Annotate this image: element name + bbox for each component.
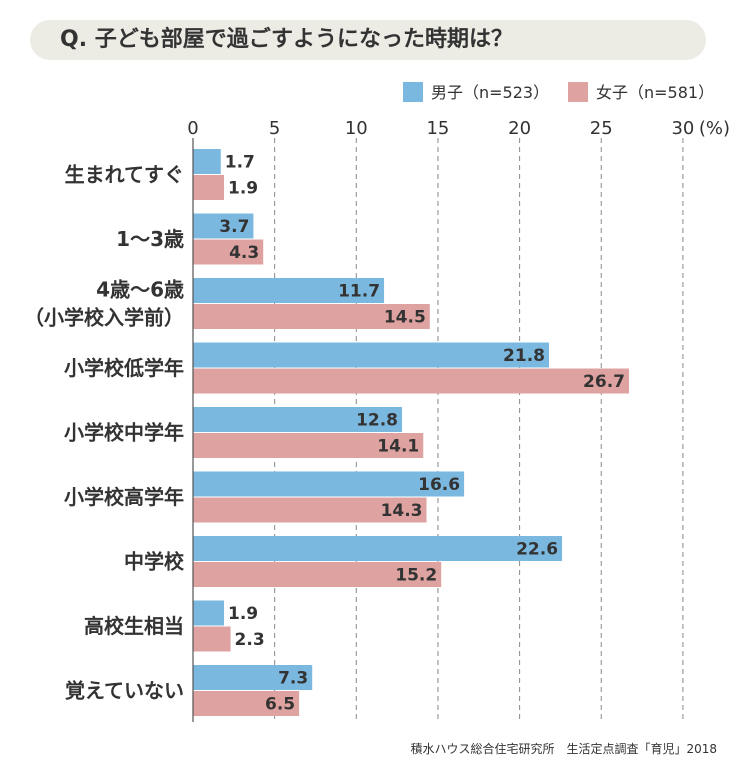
value-label-s1-c2: 14.5 [384,308,426,328]
value-label-s1-c0: 1.9 [228,179,258,199]
bar-s1-c5 [193,497,427,523]
x-tick-label-4: 20 [508,118,531,139]
chart-title: Q. 子ども部屋で過ごすようになった時期は？ [60,27,513,52]
category-label-7: 高校生相当 [84,614,184,638]
legend-label-1: 女子（n=581） [596,83,714,102]
x-tick-label-3: 15 [426,118,449,139]
value-label-s0-c3: 21.8 [503,346,545,366]
bar-s1-c1 [193,239,264,265]
category-label-5: 小学校高学年 [64,485,184,509]
value-label-s0-c8: 7.3 [278,669,308,689]
bar-s1-c6 [193,562,442,587]
bar-s0-c5 [193,471,465,497]
category-label-6: 中学校 [124,550,185,574]
x-tick-label-0: 0 [187,118,198,139]
x-tick-label-2: 10 [345,118,368,139]
bar-s0-c7 [193,600,225,626]
x-tick-label-5: 25 [590,118,613,139]
category-label-8: 覚えていない [65,679,184,703]
title-banner: Q. 子ども部屋で過ごすようになった時期は？ [30,20,706,60]
bar-s1-c0 [193,175,225,200]
bar-s1-c3 [193,368,630,394]
category-label-1: 1〜3歳 [116,227,184,251]
value-label-s0-c4: 12.8 [356,411,398,431]
bar-s0-c4 [193,407,403,432]
category-label-0: 生まれてすぐ [65,163,184,187]
value-label-s0-c7: 1.9 [228,604,258,624]
value-label-s0-c1: 3.7 [219,217,249,237]
bar-s0-c8 [193,665,313,690]
value-label-s1-c6: 15.2 [395,566,437,586]
value-label-s1-c7: 2.3 [235,630,265,650]
bar-s0-c6 [193,536,563,561]
x-tick-label-1: 5 [269,118,280,139]
legend-swatch-1 [568,82,588,102]
legend-swatch-0 [403,82,423,102]
bar-s1-c4 [193,433,424,458]
bar-s1-c7 [193,626,231,652]
value-label-s0-c2: 11.7 [338,282,380,302]
bar-s0-c2 [193,278,385,303]
category-label-4: 小学校中学年 [64,421,184,445]
x-tick-label-6: 30 [671,118,694,139]
legend-label-0: 男子（n=523） [431,83,549,102]
value-label-s1-c1: 4.3 [229,243,259,263]
category-label-2-0: 4歳〜6歳 [96,278,184,302]
value-label-s0-c6: 22.6 [516,540,558,560]
category-label-3: 小学校低学年 [64,356,184,380]
value-label-s1-c8: 6.5 [265,695,295,715]
bar-s1-c2 [193,304,430,329]
bar-s0-c3 [193,342,549,368]
value-label-s1-c3: 26.7 [583,372,625,392]
value-label-s0-c5: 16.6 [418,475,460,495]
value-label-s1-c5: 14.3 [381,501,423,521]
bar-s0-c1 [193,213,254,239]
value-label-s0-c0: 1.7 [225,153,255,173]
bar-s1-c8 [193,691,300,716]
category-label-2-1: （小学校入学前） [24,306,184,330]
value-label-s1-c4: 14.1 [377,437,419,457]
source-note: 積水ハウス総合住宅研究所 生活定点調査「育児」2018 [410,742,717,756]
x-unit-label: (%) [699,118,730,139]
bar-s0-c0 [193,149,221,174]
